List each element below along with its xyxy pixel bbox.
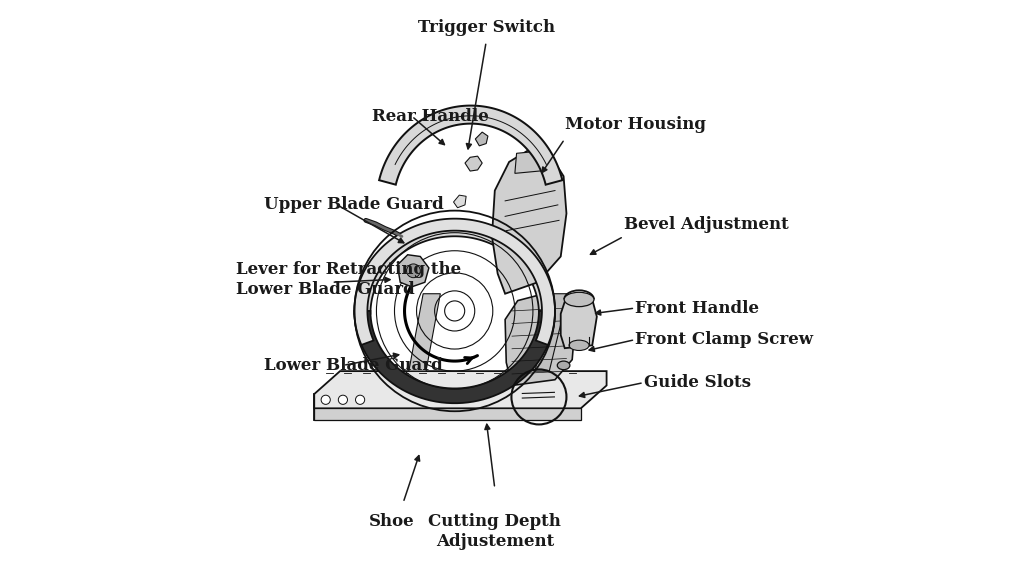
Text: Bevel Adjustment: Bevel Adjustment: [624, 217, 788, 233]
Polygon shape: [354, 311, 555, 403]
Circle shape: [355, 395, 365, 404]
Polygon shape: [454, 195, 466, 208]
Polygon shape: [465, 156, 482, 171]
Polygon shape: [535, 294, 568, 371]
Polygon shape: [314, 371, 606, 408]
Text: Front Handle: Front Handle: [635, 300, 759, 317]
Ellipse shape: [564, 292, 594, 306]
Polygon shape: [561, 297, 597, 348]
Text: Cutting Depth
Adjustement: Cutting Depth Adjustement: [428, 513, 561, 550]
Text: Lever for Retracting the
Lower Blade Guard: Lever for Retracting the Lower Blade Gua…: [236, 261, 461, 298]
Polygon shape: [492, 150, 566, 294]
Polygon shape: [475, 132, 487, 146]
Text: Motor Housing: Motor Housing: [565, 116, 706, 133]
Text: Trigger Switch: Trigger Switch: [418, 18, 555, 36]
Polygon shape: [397, 255, 429, 287]
Text: Lower Blade Guard: Lower Blade Guard: [264, 357, 443, 374]
Polygon shape: [505, 295, 575, 385]
Text: Front Clamp Screw: Front Clamp Screw: [635, 331, 813, 348]
Polygon shape: [314, 408, 581, 420]
Text: Shoe: Shoe: [369, 513, 415, 530]
Circle shape: [322, 395, 331, 404]
Ellipse shape: [557, 361, 570, 370]
Text: Guide Slots: Guide Slots: [644, 374, 751, 391]
Ellipse shape: [569, 340, 589, 350]
Polygon shape: [354, 219, 555, 345]
Text: Rear Handle: Rear Handle: [372, 108, 488, 124]
Circle shape: [407, 264, 420, 278]
Circle shape: [338, 395, 347, 404]
Polygon shape: [354, 222, 555, 314]
Polygon shape: [409, 294, 440, 371]
Polygon shape: [379, 105, 562, 185]
Text: Upper Blade Guard: Upper Blade Guard: [264, 196, 444, 213]
Polygon shape: [515, 150, 548, 173]
